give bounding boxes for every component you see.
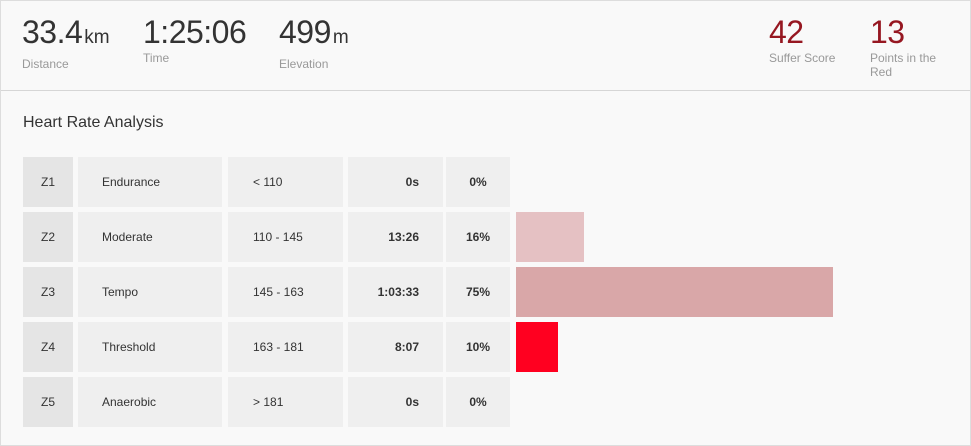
zone-time: 0s <box>348 377 443 427</box>
zone-name: Moderate <box>78 212 222 262</box>
zone-range: > 181 <box>228 377 343 427</box>
zone-name: Tempo <box>78 267 222 317</box>
distance-unit: km <box>84 27 110 48</box>
time-value: 1:25:06 <box>143 14 247 50</box>
elevation-stat: 499 m Elevation <box>279 14 349 71</box>
elevation-unit: m <box>332 27 349 48</box>
zone-name: Endurance <box>78 157 222 207</box>
zone-id: Z4 <box>23 322 73 372</box>
suffer-score-stat[interactable]: 42 Suffer Score <box>769 14 835 65</box>
elevation-label: Elevation <box>279 57 329 71</box>
zone-row: Z2 Moderate 110 - 145 13:26 16% <box>23 212 953 262</box>
zone-time: 8:07 <box>348 322 443 372</box>
zone-percent: 10% <box>446 322 510 372</box>
zone-row: Z1 Endurance < 110 0s 0% <box>23 157 953 207</box>
zone-name: Threshold <box>78 322 222 372</box>
distance-value-line: 33.4 km <box>22 14 110 56</box>
elevation-value: 499 <box>279 14 331 50</box>
zone-range: < 110 <box>228 157 343 207</box>
suffer-score-label: Suffer Score <box>769 51 836 65</box>
zone-percent: 75% <box>446 267 510 317</box>
zone-id: Z2 <box>23 212 73 262</box>
zone-range: 163 - 181 <box>228 322 343 372</box>
zone-row: Z5 Anaerobic > 181 0s 0% <box>23 377 953 427</box>
suffer-score-value: 42 <box>769 14 804 50</box>
zone-id: Z3 <box>23 267 73 317</box>
points-in-red-label: Points in the Red <box>870 51 937 79</box>
zone-range: 145 - 163 <box>228 267 343 317</box>
time-stat: 1:25:06 Time <box>143 14 247 65</box>
time-label: Time <box>143 51 170 65</box>
elevation-value-line: 499 m <box>279 14 349 56</box>
zone-range: 110 - 145 <box>228 212 343 262</box>
zone-percent: 0% <box>446 377 510 427</box>
heart-rate-analysis-title: Heart Rate Analysis <box>23 114 164 131</box>
distance-label: Distance <box>22 57 69 71</box>
points-in-red-value: 13 <box>870 14 905 50</box>
zone-percent: 16% <box>446 212 510 262</box>
zone-time: 0s <box>348 157 443 207</box>
distance-value: 33.4 <box>22 14 83 50</box>
zone-time: 13:26 <box>348 212 443 262</box>
zone-row: Z4 Threshold 163 - 181 8:07 10% <box>23 322 953 372</box>
points-in-red-stat[interactable]: 13 Points in the Red <box>870 14 950 79</box>
zone-name: Anaerobic <box>78 377 222 427</box>
zone-row: Z3 Tempo 145 - 163 1:03:33 75% <box>23 267 953 317</box>
distance-stat: 33.4 km Distance <box>22 14 110 71</box>
zone-id: Z1 <box>23 157 73 207</box>
zone-bar <box>516 322 558 372</box>
zone-bar <box>516 212 584 262</box>
stats-header: 33.4 km Distance 1:25:06 Time 499 m Elevat… <box>1 1 970 91</box>
zone-time: 1:03:33 <box>348 267 443 317</box>
zone-percent: 0% <box>446 157 510 207</box>
zone-id: Z5 <box>23 377 73 427</box>
zone-bar <box>516 267 833 317</box>
